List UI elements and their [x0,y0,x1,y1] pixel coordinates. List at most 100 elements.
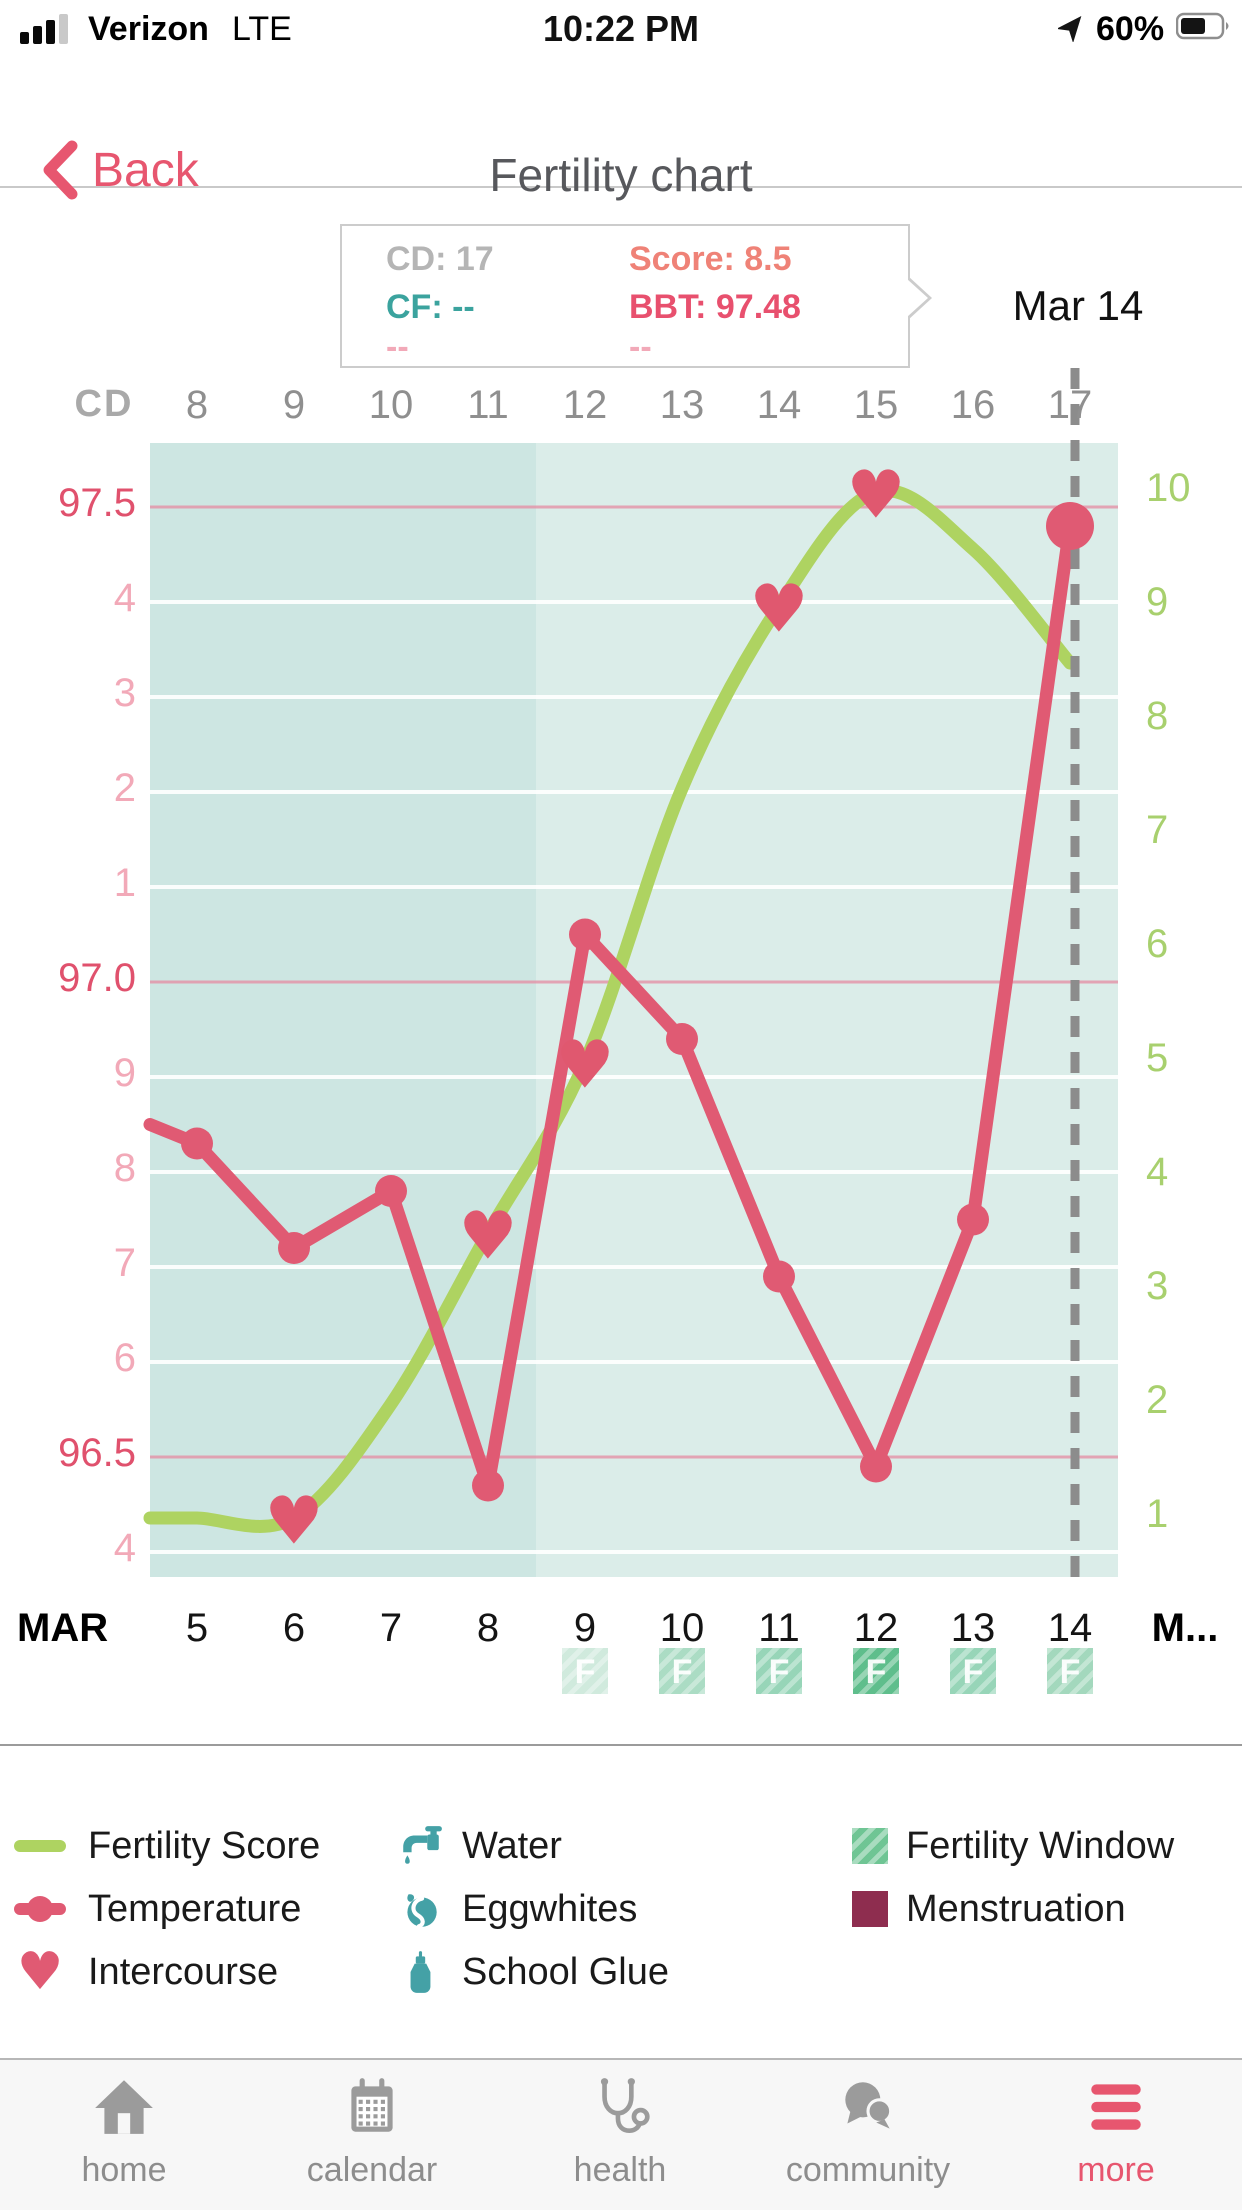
tooltip-score: Score: 8.5 [629,240,792,278]
score-axis-tick: 6 [1146,922,1169,966]
cd-label: 8 [185,383,209,427]
back-button[interactable]: Back [40,140,199,200]
date-label: 14 [1047,1606,1093,1650]
intercourse-heart-icon: ♥ [749,571,808,648]
temp-point [666,1023,698,1055]
fertile-window-badge[interactable]: F [562,1648,608,1694]
battery-percent-label: 60% [1096,10,1165,48]
nav-bar: Back Fertility chart [0,56,1242,201]
score-axis-tick: 8 [1146,694,1169,738]
calendar-icon [351,2078,393,2132]
chat-bubbles-icon [845,2082,893,2129]
legend-item: Fertility Window [852,1818,1174,1874]
cd-label: 11 [467,383,509,427]
tooltip-empty-left: -- [386,328,409,366]
temp-point [569,918,601,951]
fertile-window-badge[interactable]: F [853,1648,899,1694]
date-label: 12 [853,1606,899,1650]
eggwhites-icon [407,1894,437,1929]
date-label: 8 [476,1606,500,1650]
temp-axis-tick: 4 [113,576,136,620]
temp-axis-tick: 96.5 [58,1431,136,1475]
cd-label: 10 [368,383,414,427]
intercourse-heart-icon: ♥ [264,1483,323,1560]
temperature-line-swatch [14,1893,66,1925]
date-label: 6 [282,1606,306,1650]
temp-point [860,1450,892,1483]
legend-item: Water [398,1818,562,1874]
cd-label: 9 [282,383,306,427]
fertile-window-badge[interactable]: F [950,1648,996,1694]
month-label: MAR [17,1606,109,1650]
stethoscope-icon [600,2078,650,2134]
location-arrow-icon [1058,16,1082,42]
legend-item: Menstruation [852,1881,1126,1937]
tab-community[interactable]: community [744,2074,992,2190]
temp-point [472,1469,504,1502]
tab-more[interactable]: more [992,2074,1240,2190]
legend-divider [0,1744,1242,1746]
fertile-window-badge[interactable]: F [1047,1648,1093,1694]
fertile-window-badge[interactable]: F [756,1648,802,1694]
temp-axis-tick: 7 [113,1241,136,1285]
intercourse-heart-icon: ♥ [458,1198,517,1275]
date-label: 7 [379,1606,403,1650]
legend-item: Fertility Score [14,1818,320,1874]
date-label: 10 [659,1606,705,1650]
day-tooltip[interactable]: CD: 17 Score: 8.5 CF: -- BBT: 97.48 -- -… [340,224,932,368]
temp-point [957,1203,989,1236]
selected-date-label: Mar 14 [1012,282,1144,329]
tab-calendar[interactable]: calendar [248,2074,496,2190]
plot-bg [536,443,1118,1577]
clock: 10:22 PM [542,8,700,49]
tab-health[interactable]: health [496,2074,744,2190]
fertile-window-badge[interactable]: F [659,1648,705,1694]
score-axis-tick: 3 [1146,1264,1169,1308]
date-label: 11 [758,1606,800,1650]
legend-item: Temperature [14,1881,301,1937]
back-label: Back [92,143,199,197]
score-axis-tick: 10 [1146,466,1191,510]
temp-axis-tick: 4 [113,1526,136,1570]
legend-item: ♥ Intercourse [14,1944,278,2000]
intercourse-heart-icon: ♥ [555,1027,614,1104]
date-label: 5 [185,1606,209,1650]
tab-bar: home calendar health [0,2058,1242,2210]
temp-point [1046,502,1094,550]
score-axis-tick: 4 [1146,1150,1169,1194]
chevron-left-icon [43,140,78,200]
status-bar: Verizon LTE 10:22 PM 60% [0,0,1242,56]
fertility-score-line-swatch [14,1840,66,1852]
cd-label: 17 [1047,383,1093,427]
cd-label: 13 [659,383,705,427]
legend-item: School Glue [398,1944,669,2000]
temp-point [181,1127,213,1160]
page-title: Fertility chart [489,149,753,201]
cd-label: 16 [950,383,996,427]
temp-point [763,1260,795,1293]
heart-icon: ♥ [16,1942,64,2002]
fertility-window-swatch [852,1828,888,1864]
glue-bottle-icon [410,1951,431,1993]
cd-label: 12 [562,383,608,427]
score-axis-tick: 7 [1146,808,1169,852]
fertility-score-line [143,484,1077,1533]
carrier-label: Verizon [88,10,209,48]
tab-home[interactable]: home [0,2074,248,2190]
cd-label: 14 [756,383,802,427]
next-month-label: M... [1151,1606,1219,1650]
temp-axis-tick: 97.5 [58,481,136,525]
more-icon [1091,2084,1141,2130]
faucet-icon [403,1826,442,1864]
score-axis-tick: 5 [1146,1036,1169,1080]
date-label: 9 [573,1606,597,1650]
tooltip-empty-right: -- [629,328,652,366]
temp-axis-tick: 1 [113,861,136,905]
menstruation-swatch [852,1891,888,1927]
network-label: LTE [232,10,292,48]
signal-strength-icon [20,14,68,44]
temp-axis-tick: 8 [113,1146,136,1190]
tooltip-cd: CD: 17 [386,240,494,278]
fertile-phase-bg [150,443,536,1577]
